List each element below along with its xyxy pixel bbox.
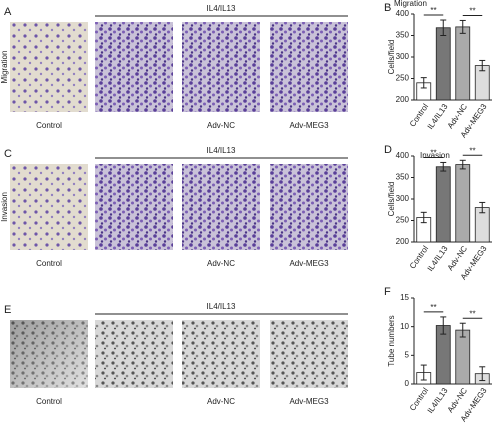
image-label: Control [36, 259, 62, 268]
micrograph [182, 320, 260, 388]
group-label: IL4/IL13 [207, 146, 236, 155]
y-tick-label: 200 [396, 95, 410, 104]
panel-letter: C [4, 148, 12, 160]
micrograph [270, 320, 348, 388]
significance-label: ** [469, 146, 475, 155]
bar [455, 329, 471, 385]
micrograph [95, 164, 173, 250]
y-tick-label: 300 [396, 194, 410, 203]
image-label: Control [36, 397, 62, 406]
bar [455, 164, 471, 243]
bar [455, 26, 471, 101]
y-axis-label: Cells/field [387, 40, 396, 75]
y-axis-label: Cells/field [387, 182, 396, 217]
panel-letter: A [4, 6, 12, 18]
panel-letter: E [4, 304, 11, 316]
micrograph [182, 22, 260, 112]
y-tick-label: 300 [396, 52, 410, 61]
micrograph [10, 164, 88, 250]
image-label: Adv-MEG3 [289, 259, 329, 268]
image-label: Adv-NC [207, 397, 235, 406]
bar [435, 27, 451, 101]
image-label: Adv-MEG3 [289, 397, 329, 406]
y-tick-label: 250 [396, 74, 410, 83]
image-label: Adv-NC [207, 259, 235, 268]
image-label: Adv-NC [207, 121, 235, 130]
side-label: Migration [0, 51, 9, 84]
y-tick-label: 400 [396, 9, 410, 18]
micrograph [10, 320, 88, 388]
panel-letter: D [384, 144, 392, 156]
micrograph [10, 22, 88, 112]
y-tick-label: 0 [405, 379, 410, 388]
group-label: IL4/IL13 [207, 4, 236, 13]
micrograph [95, 22, 173, 112]
y-tick-label: 250 [396, 216, 410, 225]
image-label: Control [36, 121, 62, 130]
image-label: Adv-MEG3 [289, 121, 329, 130]
y-tick-label: 5 [405, 350, 410, 359]
y-tick-label: 200 [396, 237, 410, 246]
micrograph [270, 22, 348, 112]
significance-label: ** [469, 7, 475, 16]
y-tick-label: 350 [396, 173, 410, 182]
significance-label: ** [430, 149, 436, 158]
bar [435, 166, 451, 243]
significance-label: ** [469, 309, 475, 318]
y-tick-label: 400 [396, 151, 410, 160]
chart-title: Invasion [420, 151, 450, 160]
micrograph [182, 164, 260, 250]
y-tick-label: 15 [400, 293, 409, 302]
y-tick-label: 10 [400, 322, 409, 331]
y-tick-label: 350 [396, 31, 410, 40]
chart-title: Migration [394, 0, 427, 8]
significance-label: ** [430, 303, 436, 312]
panel-letter: F [384, 286, 391, 298]
panel-letter: B [384, 2, 391, 14]
significance-label: ** [430, 6, 436, 15]
group-label: IL4/IL13 [207, 302, 236, 311]
micrograph [95, 320, 173, 388]
y-axis-label: Tube numbers [387, 315, 396, 366]
side-label: Invasion [0, 192, 9, 222]
micrograph [270, 164, 348, 250]
